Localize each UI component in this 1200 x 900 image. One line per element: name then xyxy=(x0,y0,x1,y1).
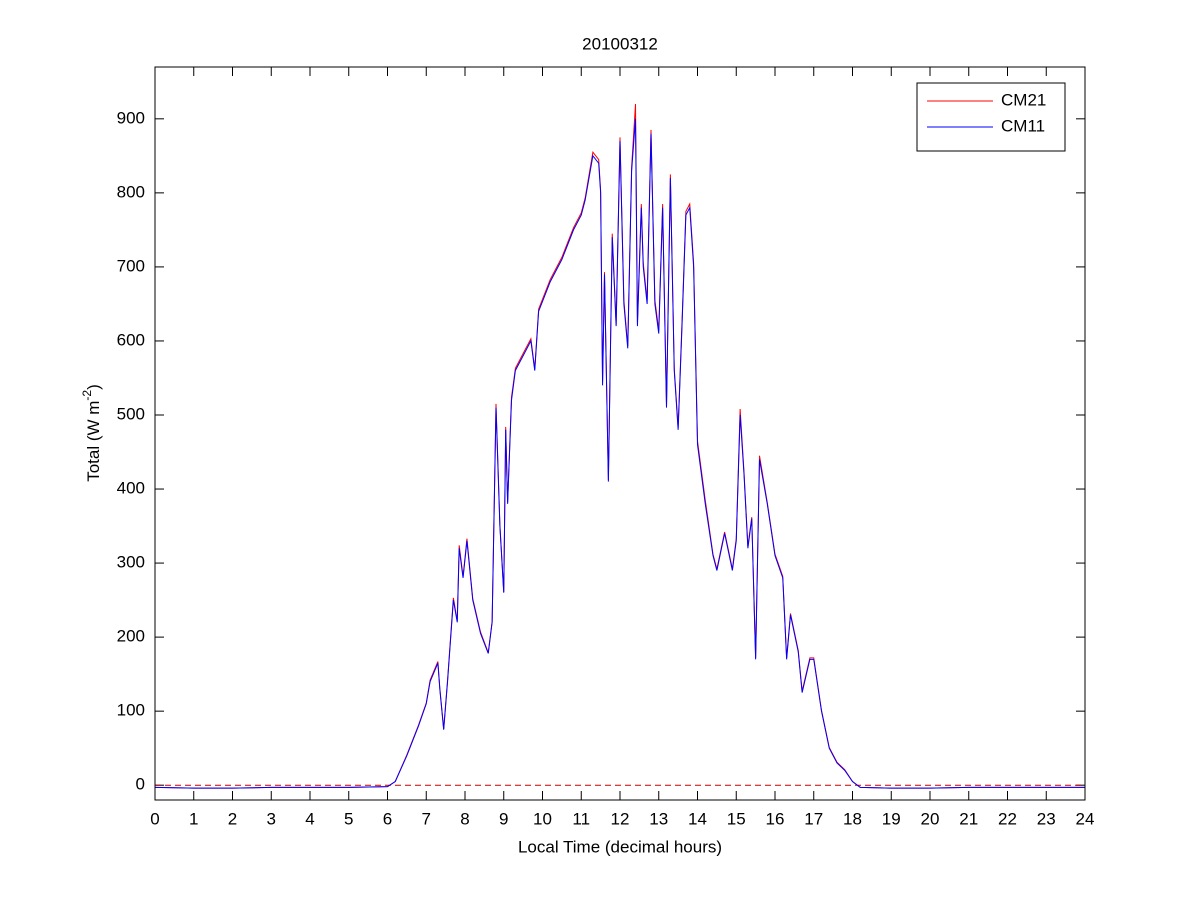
plot-area xyxy=(155,67,1085,800)
y-tick-label: 0 xyxy=(136,775,145,794)
x-tick-label: 24 xyxy=(1076,809,1095,828)
x-tick-label: 15 xyxy=(727,809,746,828)
legend-box xyxy=(916,82,1066,152)
y-label-text: Total (W m xyxy=(84,401,103,482)
x-tick-label: 12 xyxy=(611,809,630,828)
x-tick-label: 7 xyxy=(422,809,431,828)
x-tick-label: 1 xyxy=(189,809,198,828)
y-label-sup: -2 xyxy=(80,390,94,401)
y-label-end: ) xyxy=(84,384,103,390)
y-tick-label: 300 xyxy=(117,553,145,572)
x-tick-label: 20 xyxy=(921,809,940,828)
x-tick-label: 3 xyxy=(267,809,276,828)
y-axis-label: Total (W m-2) xyxy=(80,384,103,482)
x-tick-label: 11 xyxy=(572,809,590,828)
x-tick-label: 4 xyxy=(305,809,314,828)
x-tick-label: 23 xyxy=(1037,809,1056,828)
legend-label: CM21 xyxy=(1001,90,1046,109)
x-tick-label: 21 xyxy=(959,809,978,828)
y-tick-label: 800 xyxy=(117,182,145,201)
y-tick-label: 900 xyxy=(117,108,145,127)
x-tick-label: 22 xyxy=(998,809,1017,828)
x-tick-label: 0 xyxy=(150,809,159,828)
x-tick-label: 16 xyxy=(766,809,785,828)
x-tick-label: 8 xyxy=(460,809,469,828)
y-tick-label: 500 xyxy=(117,404,145,423)
y-tick-label: 100 xyxy=(117,701,145,720)
legend-label: CM11 xyxy=(1001,116,1045,135)
data-line xyxy=(154,118,1085,789)
chart-title: 20100312 xyxy=(582,34,658,53)
plot-frame xyxy=(154,66,1086,801)
x-tick-label: 19 xyxy=(882,809,901,828)
x-axis-label: Local Time (decimal hours) xyxy=(518,837,722,856)
x-tick-label: 2 xyxy=(228,809,237,828)
y-tick-label: 600 xyxy=(117,330,145,349)
x-tick-label: 17 xyxy=(804,809,823,828)
x-tick-label: 14 xyxy=(688,809,707,828)
x-tick-label: 18 xyxy=(843,809,862,828)
x-tick-label: 6 xyxy=(383,809,392,828)
x-tick-label: 9 xyxy=(499,809,508,828)
x-tick-label: 5 xyxy=(344,809,353,828)
y-tick-label: 200 xyxy=(117,627,145,646)
y-tick-label: 700 xyxy=(117,256,145,275)
x-tick-label: 10 xyxy=(533,809,552,828)
x-tick-label: 13 xyxy=(649,809,668,828)
y-tick-label: 400 xyxy=(117,479,145,498)
